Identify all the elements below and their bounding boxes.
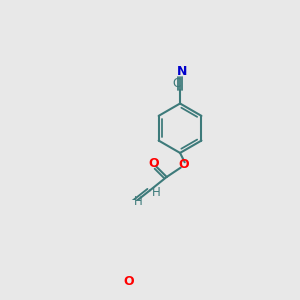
Text: N: N [177, 65, 187, 78]
Text: O: O [148, 157, 159, 170]
Text: H: H [152, 187, 161, 200]
Text: C: C [172, 77, 181, 90]
Text: O: O [178, 158, 189, 171]
Text: O: O [123, 274, 134, 288]
Text: H: H [134, 195, 143, 208]
